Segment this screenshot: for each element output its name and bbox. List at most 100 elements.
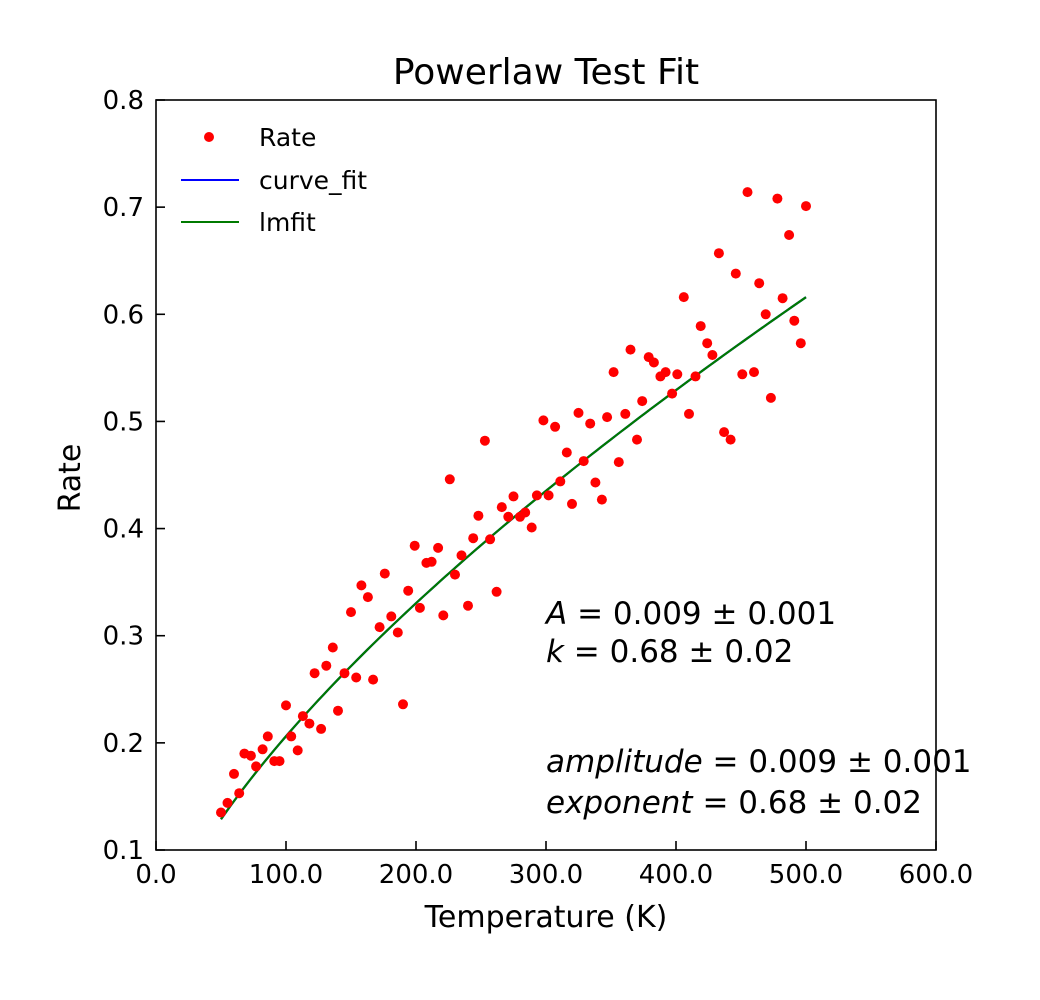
annotation-exponent-symbol: exponent — [546, 785, 694, 821]
data-point — [445, 474, 455, 484]
data-point — [726, 435, 736, 445]
annotation-a-symbol: A — [544, 596, 567, 632]
x-tick-label: 500.0 — [769, 860, 843, 890]
data-point — [632, 435, 642, 445]
data-point — [567, 499, 577, 509]
data-point — [562, 448, 572, 458]
annotation-amplitude: amplitude = 0.009 ± 0.001 — [546, 744, 972, 780]
data-point — [538, 415, 548, 425]
data-point — [293, 745, 303, 755]
data-point — [340, 668, 350, 678]
data-point — [473, 511, 483, 521]
data-point — [351, 673, 361, 683]
data-point — [258, 744, 268, 754]
y-tick-label: 0.8 — [103, 86, 144, 116]
data-point — [520, 508, 530, 518]
data-point — [480, 436, 490, 446]
data-point — [691, 371, 701, 381]
data-point — [415, 603, 425, 613]
annotation-k-symbol: k — [546, 634, 565, 670]
data-point — [766, 393, 776, 403]
data-point — [749, 367, 759, 377]
data-point — [702, 338, 712, 348]
legend-label-lmfit: lmfit — [259, 208, 316, 237]
data-point — [761, 309, 771, 319]
data-point — [216, 808, 226, 818]
data-point — [410, 541, 420, 551]
data-point — [363, 592, 373, 602]
y-axis-title: Rate — [53, 444, 88, 513]
data-point — [375, 622, 385, 632]
data-point — [316, 724, 326, 734]
data-point — [626, 345, 636, 355]
x-tick-label: 300.0 — [509, 860, 583, 890]
data-point — [310, 668, 320, 678]
data-point — [485, 534, 495, 544]
x-axis-title: Temperature (K) — [424, 900, 668, 935]
data-point — [246, 751, 256, 761]
data-point — [263, 731, 273, 741]
data-point — [398, 699, 408, 709]
data-point — [714, 248, 724, 258]
data-point — [393, 628, 403, 638]
data-point — [789, 316, 799, 326]
annotation-a-value: = 0.009 ± 0.001 — [567, 596, 836, 632]
data-point — [574, 408, 584, 418]
data-point — [356, 580, 366, 590]
data-point — [649, 358, 659, 368]
annotation-k-value: = 0.68 ± 0.02 — [564, 634, 793, 670]
y-tick-label: 0.4 — [103, 515, 144, 545]
data-point — [796, 338, 806, 348]
data-point — [328, 643, 338, 653]
y-tick-label: 0.5 — [103, 407, 144, 437]
y-tick-label: 0.2 — [103, 729, 144, 759]
data-point — [321, 661, 331, 671]
data-point — [555, 476, 565, 486]
data-point — [590, 478, 600, 488]
legend-label-rate: Rate — [259, 123, 316, 152]
x-tick-label: 400.0 — [639, 860, 713, 890]
data-point — [333, 706, 343, 716]
data-point — [696, 321, 706, 331]
data-point — [229, 769, 239, 779]
data-point — [380, 569, 390, 579]
data-point — [731, 269, 741, 279]
data-point — [346, 607, 356, 617]
data-point — [286, 731, 296, 741]
data-point — [684, 409, 694, 419]
y-tick-label: 0.1 — [103, 836, 144, 866]
data-point — [637, 396, 647, 406]
annotation-a: A = 0.009 ± 0.001 — [544, 596, 836, 632]
data-point — [427, 557, 437, 567]
chart-title: Powerlaw Test Fit — [393, 52, 699, 93]
data-point — [609, 367, 619, 377]
data-point — [463, 601, 473, 611]
data-point — [614, 457, 624, 467]
data-point — [433, 543, 443, 553]
annotation-exponent-value: = 0.68 ± 0.02 — [693, 785, 922, 821]
data-point — [801, 201, 811, 211]
data-point — [527, 523, 537, 533]
legend-marker-rate — [204, 132, 214, 142]
data-point — [223, 798, 233, 808]
data-point — [778, 293, 788, 303]
data-point — [672, 369, 682, 379]
annotation-k: k = 0.68 ± 0.02 — [546, 634, 793, 670]
data-point — [550, 422, 560, 432]
data-point — [597, 495, 607, 505]
data-point — [438, 610, 448, 620]
y-tick-label: 0.7 — [103, 193, 144, 223]
data-point — [304, 719, 314, 729]
data-point — [492, 587, 502, 597]
y-tick-label: 0.6 — [103, 300, 144, 330]
data-point — [661, 367, 671, 377]
data-point — [585, 419, 595, 429]
data-point — [497, 502, 507, 512]
data-point — [737, 369, 747, 379]
data-point — [620, 409, 630, 419]
data-point — [707, 350, 717, 360]
annotation-amplitude-value: = 0.009 ± 0.001 — [703, 744, 972, 780]
data-point — [579, 456, 589, 466]
data-point — [251, 761, 261, 771]
